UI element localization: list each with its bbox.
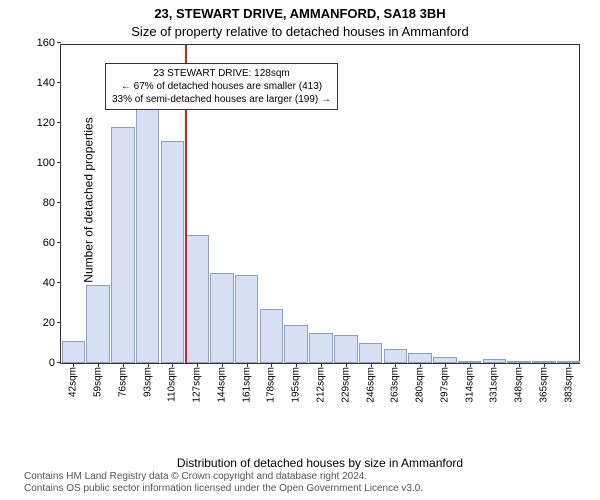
y-tick-mark	[57, 162, 61, 163]
x-tick-mark	[445, 363, 446, 367]
x-axis-label: Distribution of detached houses by size …	[60, 456, 580, 470]
y-tick-label: 80	[43, 197, 61, 209]
histogram-bar	[235, 275, 259, 363]
x-tick-label: 127sqm	[192, 363, 203, 403]
x-tick-label: 263sqm	[390, 363, 401, 403]
y-tick-mark	[57, 362, 61, 363]
x-tick-label: 59sqm	[93, 363, 104, 397]
x-tick-label: 195sqm	[291, 363, 302, 403]
x-tick-mark	[148, 363, 149, 367]
y-tick-label: 20	[43, 317, 61, 329]
x-tick-mark	[296, 363, 297, 367]
histogram-bar	[408, 353, 432, 363]
x-tick-mark	[197, 363, 198, 367]
x-tick-mark	[73, 363, 74, 367]
y-tick-mark	[57, 42, 61, 43]
y-tick-label: 160	[37, 37, 61, 49]
footer-line-1: Contains HM Land Registry data © Crown c…	[24, 471, 590, 483]
y-tick-mark	[57, 282, 61, 283]
info-box-line-2: ← 67% of detached houses are smaller (41…	[112, 80, 331, 93]
chart-footer: Contains HM Land Registry data © Crown c…	[24, 471, 590, 495]
x-tick-label: 76sqm	[117, 363, 128, 397]
x-tick-mark	[544, 363, 545, 367]
x-tick-label: 246sqm	[365, 363, 376, 403]
x-tick-mark	[247, 363, 248, 367]
histogram-bar	[384, 349, 408, 363]
y-tick-label: 0	[49, 357, 61, 369]
y-tick-mark	[57, 82, 61, 83]
x-tick-mark	[172, 363, 173, 367]
x-tick-label: 42sqm	[68, 363, 79, 397]
info-box-line-1: 23 STEWART DRIVE: 128sqm	[112, 67, 331, 80]
histogram-bar	[161, 141, 185, 363]
x-tick-label: 297sqm	[439, 363, 450, 403]
histogram-bar	[284, 325, 308, 363]
x-tick-label: 144sqm	[216, 363, 227, 403]
x-tick-label: 365sqm	[538, 363, 549, 403]
y-tick-label: 60	[43, 237, 61, 249]
x-tick-label: 229sqm	[340, 363, 351, 403]
chart-plot: 02040608010012014016042sqm59sqm76sqm93sq…	[60, 44, 580, 414]
y-tick-mark	[57, 322, 61, 323]
histogram-bar	[62, 341, 86, 363]
x-tick-mark	[420, 363, 421, 367]
x-tick-label: 331sqm	[489, 363, 500, 403]
histogram-bar	[309, 333, 333, 363]
histogram-bar	[359, 343, 383, 363]
x-tick-mark	[271, 363, 272, 367]
x-tick-mark	[569, 363, 570, 367]
histogram-bar	[86, 285, 110, 363]
x-tick-label: 178sqm	[266, 363, 277, 403]
chart-plot-area: 02040608010012014016042sqm59sqm76sqm93sq…	[60, 44, 580, 364]
y-tick-mark	[57, 202, 61, 203]
x-tick-mark	[395, 363, 396, 367]
x-tick-mark	[470, 363, 471, 367]
x-tick-mark	[494, 363, 495, 367]
histogram-bar	[334, 335, 358, 363]
histogram-bar	[136, 95, 160, 363]
x-tick-label: 348sqm	[514, 363, 525, 403]
x-tick-label: 212sqm	[316, 363, 327, 403]
x-tick-mark	[371, 363, 372, 367]
chart-title-address: 23, STEWART DRIVE, AMMANFORD, SA18 3BH	[0, 6, 600, 21]
y-tick-mark	[57, 242, 61, 243]
info-box-line-3: 33% of semi-detached houses are larger (…	[112, 93, 331, 106]
x-tick-label: 314sqm	[464, 363, 475, 403]
histogram-bar	[185, 235, 209, 363]
x-tick-mark	[321, 363, 322, 367]
y-tick-mark	[57, 122, 61, 123]
x-tick-label: 161sqm	[241, 363, 252, 403]
x-tick-mark	[222, 363, 223, 367]
y-tick-label: 40	[43, 277, 61, 289]
histogram-bar	[210, 273, 234, 363]
x-tick-label: 93sqm	[142, 363, 153, 397]
x-tick-mark	[98, 363, 99, 367]
y-tick-label: 120	[37, 117, 61, 129]
x-tick-mark	[519, 363, 520, 367]
histogram-bar	[111, 127, 135, 363]
chart-subtitle: Size of property relative to detached ho…	[0, 24, 600, 39]
y-tick-label: 100	[37, 157, 61, 169]
x-tick-label: 280sqm	[415, 363, 426, 403]
x-tick-mark	[346, 363, 347, 367]
y-tick-label: 140	[37, 77, 61, 89]
x-tick-label: 383sqm	[563, 363, 574, 403]
histogram-bar	[260, 309, 284, 363]
info-box: 23 STEWART DRIVE: 128sqm← 67% of detache…	[105, 63, 338, 110]
footer-line-2: Contains OS public sector information li…	[24, 483, 590, 495]
x-tick-label: 110sqm	[167, 363, 178, 402]
x-tick-mark	[123, 363, 124, 367]
